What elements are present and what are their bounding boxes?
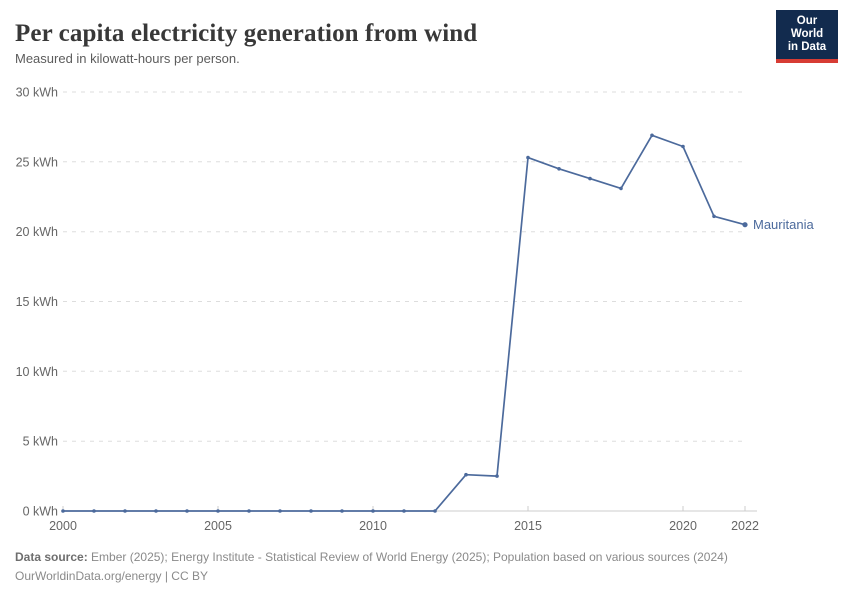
data-point[interactable] — [619, 186, 623, 191]
series-label[interactable]: Mauritania — [753, 217, 814, 232]
data-point[interactable] — [185, 509, 189, 513]
x-tick-label: 2020 — [669, 519, 697, 533]
series-line[interactable] — [62, 134, 746, 512]
owid-logo-line1: Our World — [790, 15, 824, 40]
data-point[interactable] — [61, 509, 65, 513]
data-point[interactable] — [464, 472, 468, 477]
source-text: Ember (2025); Energy Institute - Statist… — [91, 550, 728, 564]
data-point[interactable] — [557, 167, 561, 171]
x-tick-label: 2022 — [731, 519, 759, 533]
data-point[interactable] — [247, 509, 251, 513]
y-tick-label: 25 kWh — [16, 155, 58, 169]
data-point[interactable] — [433, 509, 437, 513]
chart-title: Per capita electricity generation from w… — [15, 20, 478, 47]
data-source-line: Data source: Ember (2025); Energy Instit… — [15, 548, 728, 567]
x-tick-label: 2005 — [204, 519, 232, 533]
data-point[interactable] — [681, 144, 685, 149]
data-point[interactable] — [371, 509, 375, 513]
chart-subtitle: Measured in kilowatt-hours per person. — [15, 51, 240, 66]
x-tick-label: 2015 — [514, 519, 542, 533]
data-point[interactable] — [309, 509, 313, 513]
x-tick-label: 2010 — [359, 519, 387, 533]
data-point[interactable] — [526, 155, 530, 160]
owid-logo-line2: in Data — [787, 41, 827, 53]
data-point[interactable] — [588, 176, 592, 181]
y-tick-label: 15 kWh — [16, 295, 58, 309]
data-point[interactable] — [123, 509, 127, 513]
data-point[interactable] — [712, 214, 716, 219]
owid-logo[interactable]: Our World in Data — [776, 10, 838, 63]
source-label: Data source: — [15, 550, 88, 564]
y-tick-label: 30 kWh — [16, 86, 58, 100]
y-tick-label: 10 kWh — [16, 365, 58, 379]
data-point[interactable] — [650, 133, 654, 138]
data-point[interactable] — [495, 474, 499, 478]
y-tick-label: 20 kWh — [16, 225, 58, 239]
data-point[interactable] — [402, 509, 406, 513]
line-chart: 0 kWh 5 kWh 10 kWh 15 kWh 20 kWh 25 kWh 30 kWh… — [16, 86, 815, 534]
data-point[interactable] — [278, 509, 282, 513]
y-tick-label: 5 kWh — [23, 435, 58, 449]
y-tick-label: 0 kWh — [23, 505, 58, 519]
x-tick-label: 2000 — [49, 519, 77, 533]
series-end-point — [742, 222, 748, 228]
citation-line[interactable]: OurWorldinData.org/energy | CC BY — [15, 569, 208, 583]
chart-footer: Data source: Ember (2025); Energy Instit… — [15, 548, 728, 586]
data-point[interactable] — [154, 509, 158, 513]
data-point[interactable] — [92, 509, 96, 513]
data-point[interactable] — [340, 509, 344, 513]
data-point[interactable] — [216, 509, 220, 513]
